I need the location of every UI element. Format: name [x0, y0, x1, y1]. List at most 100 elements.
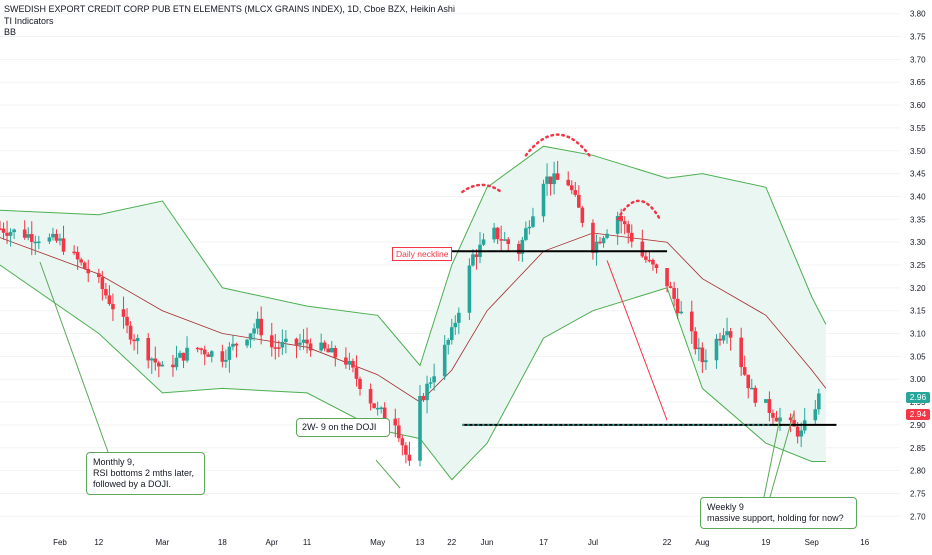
candle-body: [774, 417, 779, 422]
candle-body: [693, 331, 698, 350]
candle-body: [397, 425, 401, 439]
x-tick-label: Sep: [805, 538, 820, 547]
candle-body: [467, 265, 472, 313]
x-tick-label: 22: [663, 538, 672, 547]
candle-body: [520, 239, 525, 254]
candle-body: [26, 234, 31, 238]
indicator-bb[interactable]: BB: [4, 27, 17, 37]
last-price-tag: 2.96: [906, 391, 930, 403]
y-tick-label: 3.20: [910, 284, 926, 293]
candle-body: [347, 360, 352, 365]
candle-body: [495, 227, 500, 240]
candle-body: [531, 216, 535, 227]
bollinger-basis: [0, 232, 827, 403]
candle-body: [234, 343, 239, 346]
candle-body: [326, 348, 331, 353]
candle-body: [492, 227, 496, 240]
y-tick-label: 3.30: [910, 238, 926, 247]
candle-body: [75, 251, 80, 260]
candle-body: [0, 228, 2, 230]
candle-body: [54, 233, 59, 241]
y-tick-label: 3.50: [910, 147, 926, 156]
candle-body: [344, 357, 348, 365]
candle-body: [474, 254, 479, 257]
candle-body: [375, 407, 380, 410]
x-tick-label: 17: [539, 538, 548, 547]
candle-body: [308, 343, 313, 351]
candle-body: [689, 311, 694, 332]
x-tick-label: 19: [761, 538, 770, 547]
candle-body: [5, 232, 9, 236]
candle-body: [269, 335, 274, 348]
candle-body: [697, 347, 701, 350]
candle-body: [358, 378, 362, 389]
x-tick-label: 22: [447, 538, 456, 547]
candle-body: [1, 228, 6, 233]
y-tick-label: 2.80: [910, 467, 926, 476]
candle-body: [322, 342, 327, 349]
candle-body: [749, 387, 754, 390]
candle-body: [22, 229, 27, 238]
candle-body: [615, 215, 620, 234]
candle-body: [206, 354, 211, 357]
candle-body: [284, 338, 288, 342]
candle-body: [51, 233, 55, 238]
candle-body: [767, 399, 772, 413]
candle-body: [598, 241, 602, 244]
candle-body: [82, 262, 87, 270]
callout-line: [375, 459, 401, 489]
chart-title: SWEDISH EXPORT CREDIT CORP PUB ETN ELEME…: [4, 4, 455, 14]
candle-body: [393, 418, 398, 426]
shoulder-arc: [461, 183, 503, 194]
annotation-doji[interactable]: 2W- 9 on the DOJI: [296, 418, 390, 437]
candle-body: [428, 382, 433, 384]
candle-body: [799, 430, 803, 437]
candle-body: [255, 318, 260, 329]
candle-body: [132, 339, 136, 342]
candle-body: [248, 333, 253, 340]
candle-body: [764, 399, 768, 403]
x-tick-label: 18: [218, 538, 227, 547]
candle-body: [199, 348, 203, 350]
candle-body: [220, 351, 225, 362]
candle-body: [552, 173, 556, 185]
candle-body: [601, 237, 606, 244]
candle-body: [404, 445, 408, 455]
candle-body: [813, 409, 818, 421]
y-tick-label: 2.75: [910, 489, 926, 498]
y-tick-label: 3.05: [910, 352, 926, 361]
x-tick-label: Mar: [155, 538, 169, 547]
neckline-label[interactable]: Daily neckline: [392, 247, 453, 261]
x-tick-label: 12: [94, 538, 103, 547]
candle-body: [795, 426, 800, 437]
candle-body: [97, 273, 101, 278]
candle-body: [224, 359, 228, 362]
candle-body: [277, 347, 281, 349]
x-tick-label: Jul: [588, 538, 598, 547]
x-tick-label: Feb: [53, 538, 67, 547]
y-tick-label: 3.55: [910, 124, 926, 133]
candle-body: [12, 229, 16, 233]
candle-body: [644, 256, 648, 260]
candle-body: [792, 420, 796, 427]
candle-body: [665, 268, 669, 287]
candle-body: [72, 251, 76, 254]
candle-body: [305, 339, 309, 344]
candle-body: [47, 237, 52, 242]
y-tick-label: 2.90: [910, 421, 926, 430]
candle-body: [29, 234, 34, 242]
candle-body: [721, 335, 726, 341]
candle-body: [742, 367, 747, 375]
candle-body: [591, 222, 595, 253]
indicator-ti[interactable]: TI Indicators: [4, 16, 54, 26]
y-tick-label: 3.45: [910, 170, 926, 179]
annotation-monthly[interactable]: Monthly 9, RSI bottoms 2 mths later, fol…: [86, 452, 205, 495]
candle-body: [157, 362, 161, 367]
annotation-weekly[interactable]: Weekly 9 massive support, holding for no…: [700, 497, 857, 529]
candle-body: [506, 239, 511, 244]
candle-body: [753, 387, 758, 403]
candle-body: [573, 190, 578, 195]
candle-body: [160, 364, 165, 367]
candle-body: [135, 338, 140, 342]
